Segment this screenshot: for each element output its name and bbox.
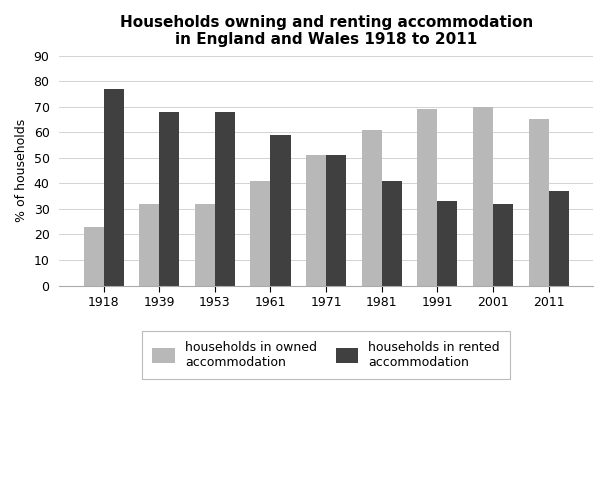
Bar bbox=[139, 204, 159, 286]
Bar bbox=[437, 201, 457, 286]
Bar bbox=[271, 135, 291, 286]
Bar bbox=[473, 107, 493, 286]
Bar bbox=[548, 191, 568, 286]
Bar bbox=[418, 109, 437, 286]
Bar bbox=[195, 204, 215, 286]
Bar bbox=[83, 227, 103, 286]
Bar bbox=[250, 181, 271, 286]
Bar bbox=[326, 155, 346, 286]
Bar bbox=[382, 181, 402, 286]
Bar bbox=[529, 120, 548, 286]
Legend: households in owned
accommodation, households in rented
accommodation: households in owned accommodation, house… bbox=[142, 331, 510, 379]
Bar bbox=[215, 112, 235, 286]
Title: Households owning and renting accommodation
in England and Wales 1918 to 2011: Households owning and renting accommodat… bbox=[120, 15, 533, 48]
Bar bbox=[362, 130, 382, 286]
Bar bbox=[306, 155, 326, 286]
Bar bbox=[493, 204, 513, 286]
Bar bbox=[103, 89, 123, 286]
Y-axis label: % of households: % of households bbox=[15, 119, 28, 222]
Bar bbox=[159, 112, 179, 286]
